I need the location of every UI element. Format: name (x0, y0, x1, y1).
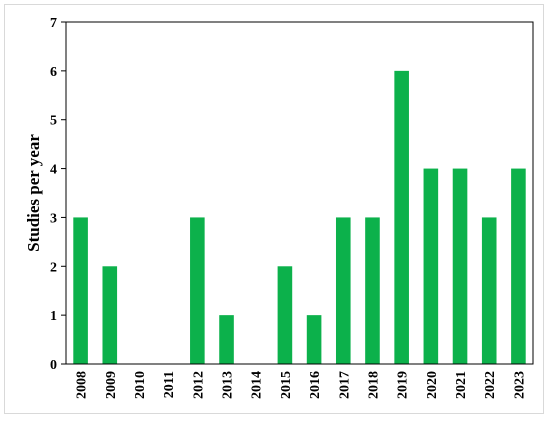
bar-2023 (511, 168, 526, 364)
bar-2021 (452, 168, 468, 364)
x-axis: 2008 2009 2010 2011 2012 2013 2014 2015 2016 2017… (75, 371, 528, 399)
bar-2017 (335, 217, 351, 364)
x-tick-label: 2022 (483, 371, 498, 399)
y-tick-label: 5 (50, 114, 57, 129)
bar-2019 (394, 70, 409, 364)
y-tick-label: 3 (50, 211, 57, 226)
y-tick-label: 4 (50, 163, 57, 178)
bar-2016 (306, 315, 322, 364)
y-tick-label: 6 (50, 65, 57, 80)
x-tick-label: 2021 (454, 371, 469, 399)
bar-2015 (277, 266, 293, 364)
y-tick-label: 0 (50, 358, 57, 373)
bar-2009 (102, 266, 118, 364)
x-tick-label: 2010 (133, 371, 148, 399)
bar-2012 (190, 217, 205, 364)
x-tick-label: 2009 (104, 371, 119, 399)
x-tick-label: 2023 (512, 371, 527, 399)
bars (73, 70, 526, 364)
bar-2022 (481, 217, 497, 364)
x-tick-label: 2013 (221, 371, 236, 399)
plot-area (65, 21, 534, 365)
y-tick-label: 1 (50, 309, 57, 324)
x-tick-label: 2020 (425, 371, 440, 399)
bar-2008 (73, 217, 88, 364)
x-tick-label: 2008 (75, 371, 90, 399)
y-axis: 0 1 2 3 4 5 6 7 (50, 16, 66, 373)
y-tick-label: 2 (50, 260, 57, 275)
x-tick-label: 2016 (308, 371, 323, 399)
y-tick-label: 7 (50, 16, 57, 31)
x-tick-label: 2014 (250, 371, 265, 399)
x-tick-label: 2015 (279, 371, 294, 399)
bar-2013 (219, 315, 234, 364)
y-axis-label: Studies per year (24, 134, 43, 252)
x-tick-label: 2018 (366, 371, 381, 399)
bar-2020 (423, 168, 439, 364)
x-tick-label: 2019 (396, 371, 411, 399)
bar-2018 (365, 217, 380, 364)
x-tick-label: 2012 (191, 371, 206, 399)
x-tick-label: 2011 (162, 371, 177, 398)
x-tick-label: 2017 (337, 371, 352, 399)
